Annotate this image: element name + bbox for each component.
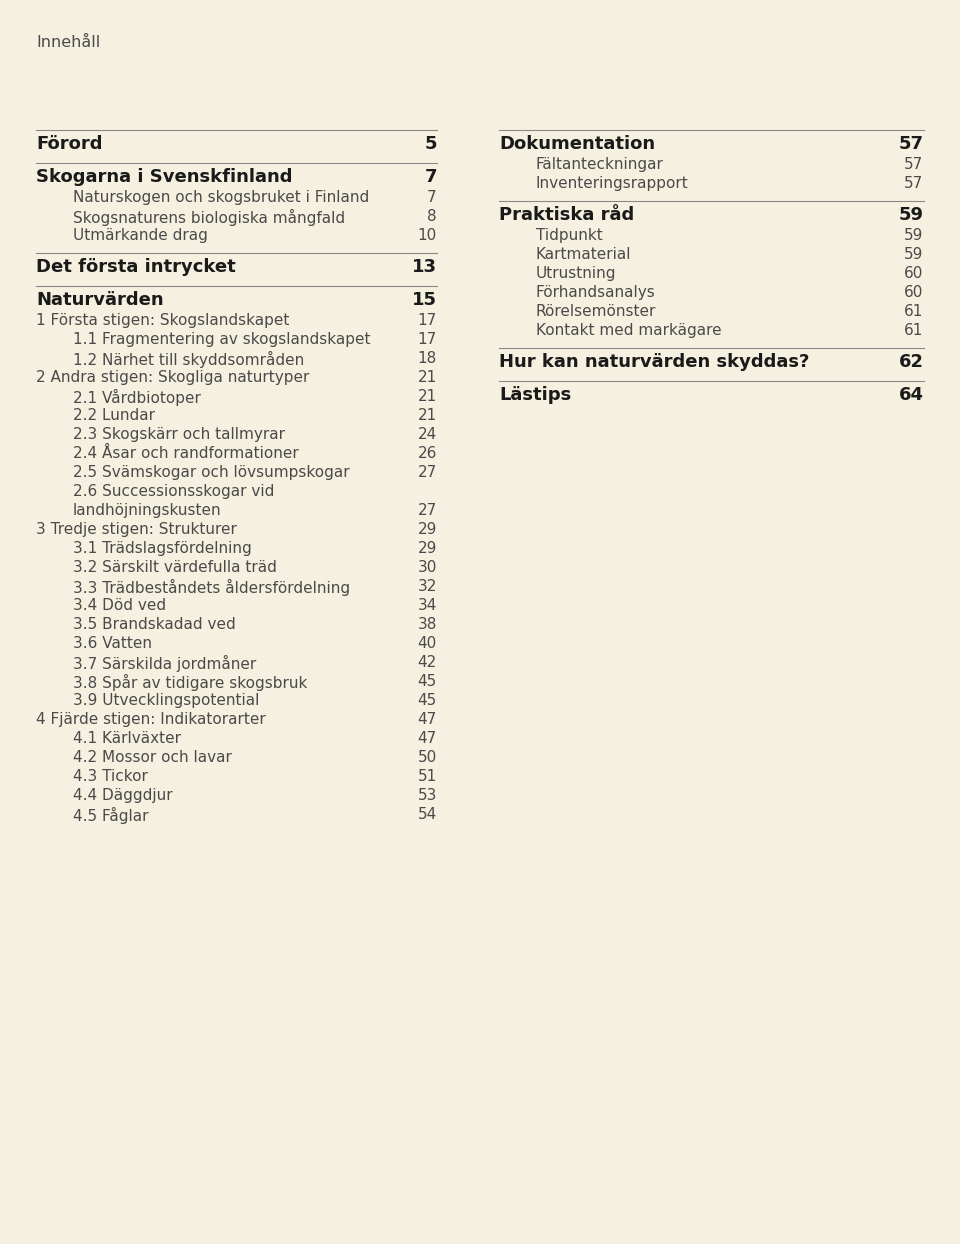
Text: Förhandsanalys: Förhandsanalys xyxy=(536,285,656,300)
Text: 32: 32 xyxy=(418,580,437,595)
Text: 17: 17 xyxy=(418,313,437,328)
Text: 4.1 Kärlväxter: 4.1 Kärlväxter xyxy=(73,731,180,746)
Text: 7: 7 xyxy=(424,168,437,187)
Text: 24: 24 xyxy=(418,428,437,443)
Text: 5: 5 xyxy=(424,136,437,153)
Text: 4 Fjärde stigen: Indikatorarter: 4 Fjärde stigen: Indikatorarter xyxy=(36,713,266,728)
Text: Utrustning: Utrustning xyxy=(536,266,616,281)
Text: 45: 45 xyxy=(418,674,437,689)
Text: 57: 57 xyxy=(904,177,924,192)
Text: 42: 42 xyxy=(418,656,437,671)
Text: 40: 40 xyxy=(418,637,437,652)
Text: 4.4 Däggdjur: 4.4 Däggdjur xyxy=(73,789,173,804)
Text: 18: 18 xyxy=(418,351,437,367)
Text: Kontakt med markägare: Kontakt med markägare xyxy=(536,323,721,338)
Text: 3.1 Trädslagsfördelning: 3.1 Trädslagsfördelning xyxy=(73,541,252,556)
Text: 3.9 Utvecklingspotential: 3.9 Utvecklingspotential xyxy=(73,693,259,708)
Text: 3.4 Död ved: 3.4 Död ved xyxy=(73,598,166,613)
Text: 3.6 Vatten: 3.6 Vatten xyxy=(73,637,152,652)
Text: 59: 59 xyxy=(904,229,924,244)
Text: 38: 38 xyxy=(418,617,437,632)
Text: 53: 53 xyxy=(418,789,437,804)
Text: 45: 45 xyxy=(418,693,437,708)
Text: Rörelsemönster: Rörelsemönster xyxy=(536,305,656,320)
Text: 60: 60 xyxy=(904,266,924,281)
Text: 7: 7 xyxy=(427,190,437,205)
Text: 3.7 Särskilda jordmåner: 3.7 Särskilda jordmåner xyxy=(73,656,256,673)
Text: 17: 17 xyxy=(418,332,437,347)
Text: Inventeringsrapport: Inventeringsrapport xyxy=(536,177,688,192)
Text: Det första intrycket: Det första intrycket xyxy=(36,259,236,276)
Text: 3 Tredje stigen: Strukturer: 3 Tredje stigen: Strukturer xyxy=(36,522,237,537)
Text: 3.8 Spår av tidigare skogsbruk: 3.8 Spår av tidigare skogsbruk xyxy=(73,674,307,692)
Text: Tidpunkt: Tidpunkt xyxy=(536,229,603,244)
Text: 10: 10 xyxy=(418,229,437,244)
Text: 61: 61 xyxy=(904,305,924,320)
Text: Förord: Förord xyxy=(36,136,103,153)
Text: 26: 26 xyxy=(418,447,437,462)
Text: 51: 51 xyxy=(418,769,437,785)
Text: Skogarna i Svenskfinland: Skogarna i Svenskfinland xyxy=(36,168,293,187)
Text: Praktiska råd: Praktiska råd xyxy=(499,207,635,224)
Text: 1 Första stigen: Skogslandskapet: 1 Första stigen: Skogslandskapet xyxy=(36,313,290,328)
Text: 1.1 Fragmentering av skogslandskapet: 1.1 Fragmentering av skogslandskapet xyxy=(73,332,371,347)
Text: 8: 8 xyxy=(427,209,437,224)
Text: 21: 21 xyxy=(418,371,437,386)
Text: Skogsnaturens biologiska mångfald: Skogsnaturens biologiska mångfald xyxy=(73,209,345,226)
Text: Kartmaterial: Kartmaterial xyxy=(536,248,631,262)
Text: 2.3 Skogskärr och tallmyrar: 2.3 Skogskärr och tallmyrar xyxy=(73,428,285,443)
Text: 2.2 Lundar: 2.2 Lundar xyxy=(73,408,155,423)
Text: 2.6 Successionsskogar vid: 2.6 Successionsskogar vid xyxy=(73,484,275,499)
Text: 2.4 Åsar och randformationer: 2.4 Åsar och randformationer xyxy=(73,447,299,462)
Text: 50: 50 xyxy=(418,750,437,765)
Text: 62: 62 xyxy=(899,353,924,372)
Text: 29: 29 xyxy=(418,522,437,537)
Text: Hur kan naturvärden skyddas?: Hur kan naturvärden skyddas? xyxy=(499,353,809,372)
Text: Innehåll: Innehåll xyxy=(36,35,101,50)
Text: 2.1 Vårdbiotoper: 2.1 Vårdbiotoper xyxy=(73,389,201,407)
Text: 1.2 Närhet till skyddsområden: 1.2 Närhet till skyddsområden xyxy=(73,351,304,368)
Text: Utmärkande drag: Utmärkande drag xyxy=(73,229,207,244)
Text: 27: 27 xyxy=(418,504,437,519)
Text: 57: 57 xyxy=(904,158,924,173)
Text: 57: 57 xyxy=(899,136,924,153)
Text: 15: 15 xyxy=(412,291,437,310)
Text: 61: 61 xyxy=(904,323,924,338)
Text: Naturvärden: Naturvärden xyxy=(36,291,164,310)
Text: 60: 60 xyxy=(904,285,924,300)
Text: 13: 13 xyxy=(412,259,437,276)
Text: 21: 21 xyxy=(418,408,437,423)
Text: 34: 34 xyxy=(418,598,437,613)
Text: 4.3 Tickor: 4.3 Tickor xyxy=(73,769,148,785)
Text: 59: 59 xyxy=(904,248,924,262)
Text: 47: 47 xyxy=(418,713,437,728)
Text: 4.5 Fåglar: 4.5 Fåglar xyxy=(73,807,149,825)
Text: 27: 27 xyxy=(418,465,437,480)
Text: 2.5 Svämskogar och lövsumpskogar: 2.5 Svämskogar och lövsumpskogar xyxy=(73,465,349,480)
Text: Dokumentation: Dokumentation xyxy=(499,136,656,153)
Text: 47: 47 xyxy=(418,731,437,746)
Text: 64: 64 xyxy=(899,387,924,404)
Text: 59: 59 xyxy=(899,207,924,224)
Text: Lästips: Lästips xyxy=(499,387,571,404)
Text: Fältanteckningar: Fältanteckningar xyxy=(536,158,663,173)
Text: 3.3 Trädbeståndets åldersfördelning: 3.3 Trädbeståndets åldersfördelning xyxy=(73,580,350,596)
Text: 4.2 Mossor och lavar: 4.2 Mossor och lavar xyxy=(73,750,231,765)
Text: 29: 29 xyxy=(418,541,437,556)
Text: 3.5 Brandskadad ved: 3.5 Brandskadad ved xyxy=(73,617,236,632)
Text: landhöjningskusten: landhöjningskusten xyxy=(73,504,222,519)
Text: 2 Andra stigen: Skogliga naturtyper: 2 Andra stigen: Skogliga naturtyper xyxy=(36,371,310,386)
Text: 3.2 Särskilt värdefulla träd: 3.2 Särskilt värdefulla träd xyxy=(73,560,276,576)
Text: Naturskogen och skogsbruket i Finland: Naturskogen och skogsbruket i Finland xyxy=(73,190,370,205)
Text: 30: 30 xyxy=(418,560,437,576)
Text: 54: 54 xyxy=(418,807,437,822)
Text: 21: 21 xyxy=(418,389,437,404)
